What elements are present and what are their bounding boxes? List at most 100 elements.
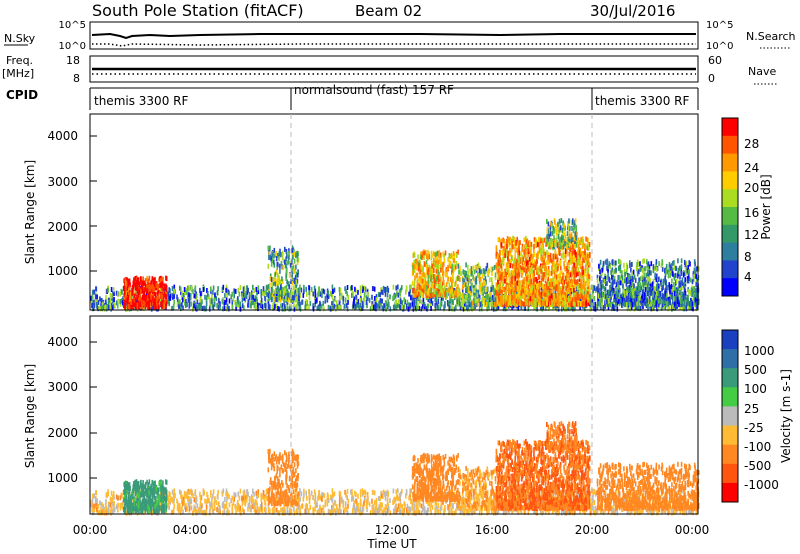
freq-tick-top: 18 <box>66 54 80 67</box>
power-cell <box>564 292 566 297</box>
power-cell <box>553 229 555 235</box>
power-cell <box>368 297 371 303</box>
power-cell <box>332 298 335 304</box>
power-cell <box>148 289 151 295</box>
power-cell <box>451 306 454 312</box>
power-cell <box>506 285 509 290</box>
power-cell <box>503 245 506 251</box>
power-cell <box>466 274 468 280</box>
power-cell <box>202 287 205 292</box>
power-cell <box>567 269 569 275</box>
power-cell <box>574 292 577 298</box>
nsearch-line <box>92 43 696 47</box>
power-cell <box>143 285 145 291</box>
power-cell <box>523 237 525 243</box>
power-cell <box>333 287 336 293</box>
power-cell <box>427 288 430 293</box>
power-cell <box>274 274 276 280</box>
power-cell <box>433 257 435 263</box>
power-cell <box>545 266 547 272</box>
power-cell <box>259 300 262 306</box>
power-cell <box>194 305 197 311</box>
power-cell <box>431 283 434 289</box>
power-cell <box>394 302 396 308</box>
power-cell <box>268 255 270 260</box>
power-cell <box>409 302 412 308</box>
power-cell <box>293 295 295 301</box>
power-cell <box>419 254 422 260</box>
power-cell <box>217 286 219 292</box>
power-cell <box>134 302 136 308</box>
power-cell <box>501 281 504 287</box>
power-cell <box>570 278 572 284</box>
power-cell <box>275 269 278 275</box>
power-cell <box>667 273 670 279</box>
power-cell <box>546 250 548 255</box>
power-cell <box>293 252 296 258</box>
power-cell <box>511 295 513 300</box>
power-cell <box>550 242 552 248</box>
power-cell <box>181 290 183 296</box>
power-cell <box>344 303 346 309</box>
power-cell <box>353 296 355 302</box>
power-cell <box>121 300 124 306</box>
power-cell <box>556 257 559 263</box>
power-cell <box>288 250 290 256</box>
power-cell <box>510 259 512 265</box>
power-cell <box>473 269 476 275</box>
power-cell <box>436 250 439 256</box>
power-cell <box>594 287 597 293</box>
power-cell <box>592 305 595 311</box>
power-cell <box>575 294 577 300</box>
power-cell <box>514 298 517 304</box>
power-cell <box>478 306 481 312</box>
power-cell <box>552 289 554 295</box>
power-cell <box>292 285 295 291</box>
power-cell <box>566 277 569 283</box>
power-cell <box>495 248 498 254</box>
power-cell <box>161 281 163 287</box>
power-cell <box>415 264 417 270</box>
power-cell <box>285 263 287 269</box>
power-cell <box>424 250 427 256</box>
power-cell <box>538 265 541 271</box>
power-cell <box>524 295 527 301</box>
power-cell <box>477 273 480 279</box>
power-cell <box>531 262 533 268</box>
power-cell <box>152 287 154 293</box>
power-cell <box>164 286 166 292</box>
power-cell <box>679 305 681 310</box>
power-cell <box>173 299 175 305</box>
power-cell <box>533 283 536 289</box>
power-cell <box>293 279 296 285</box>
power-cell <box>421 255 423 260</box>
power-cell <box>312 303 315 309</box>
power-cell <box>180 290 182 296</box>
power-cell <box>173 284 176 290</box>
power-cell <box>571 297 574 303</box>
power-cell <box>468 290 470 296</box>
power-cell <box>132 292 134 298</box>
power-cell <box>496 262 498 268</box>
power-cell <box>146 284 148 290</box>
power-cell <box>520 250 522 256</box>
power-cell <box>572 264 575 270</box>
power-cell <box>568 266 570 272</box>
power-cell <box>550 258 553 264</box>
power-cell <box>141 304 144 309</box>
power-cell <box>658 283 660 289</box>
power-cell <box>293 291 296 297</box>
power-cell <box>296 260 299 266</box>
power-cell <box>305 286 307 292</box>
power-cell <box>524 265 527 271</box>
power-cell <box>423 254 425 260</box>
power-cell <box>459 265 461 271</box>
power-cell <box>561 227 563 233</box>
power-cell <box>526 271 528 277</box>
power-cell <box>519 268 521 274</box>
power-cell <box>451 289 454 294</box>
power-cell <box>241 303 244 309</box>
power-cell <box>441 285 443 291</box>
power-cell <box>444 250 447 256</box>
power-cell <box>578 249 580 255</box>
